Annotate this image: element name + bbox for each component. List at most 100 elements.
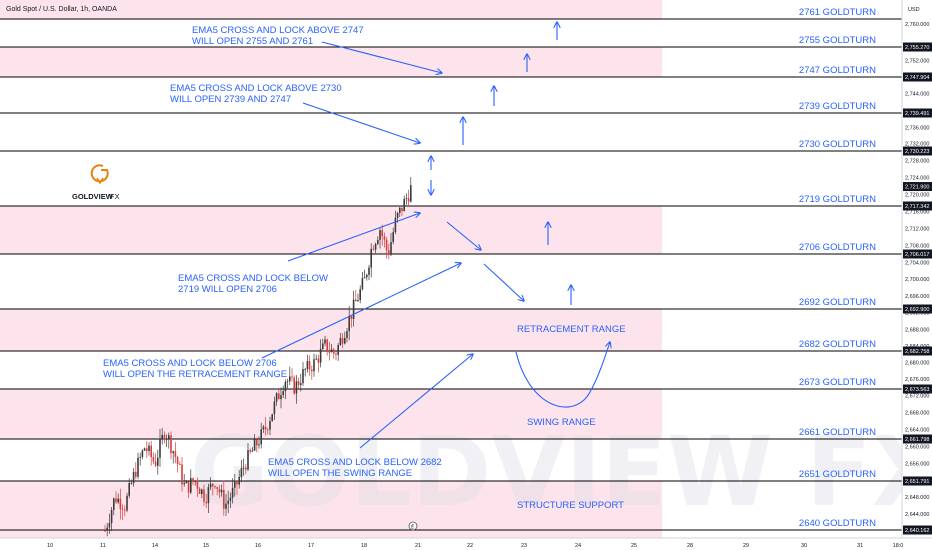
svg-text:2,747.904: 2,747.904: [905, 75, 929, 81]
structure-support-label: STRUCTURE SUPPORT: [517, 500, 624, 511]
candle-body: [388, 250, 390, 255]
event-marker-icon[interactable]: ₤: [408, 521, 418, 531]
candle-body: [399, 207, 401, 213]
candle-body: [234, 480, 236, 488]
level-label-5: 2719 GOLDTURN: [799, 194, 876, 205]
level-label-10: 2661 GOLDTURN: [799, 427, 876, 438]
candle-body: [286, 381, 289, 383]
candle-body: [196, 480, 199, 489]
time-axis[interactable]: 10 11 14 15 16 17 18 21 22 23 24 25 28 29 30 31 18:0: [0, 537, 932, 550]
candle-body: [410, 185, 412, 202]
watermark-text: GOLDVIEW FX: [190, 416, 932, 528]
svg-text:₤: ₤: [411, 525, 415, 531]
y-tick-24: 2,660.000: [905, 445, 929, 451]
svg-text:2,673.563: 2,673.563: [905, 387, 929, 393]
candle-body: [159, 438, 161, 458]
candle-body: [295, 381, 298, 394]
candle-body: [146, 448, 148, 452]
candle-body: [377, 239, 379, 245]
logo-name: GOLDVIEW: [72, 192, 114, 201]
y-tick-20: 2,676.000: [905, 377, 929, 383]
price-tag-9: 2,673.563: [903, 384, 932, 394]
candle-body: [218, 488, 221, 493]
candle-body: [223, 489, 225, 509]
candle-body: [275, 393, 278, 402]
candle-body: [106, 527, 108, 531]
y-tick-15: 2,696.000: [905, 294, 929, 300]
candle-body: [108, 522, 111, 528]
candlesticks: [104, 177, 412, 537]
candle-body: [319, 348, 322, 363]
candle-body: [240, 468, 243, 478]
candle-body: [207, 487, 210, 504]
candle-body: [374, 244, 377, 250]
candle-body: [324, 339, 326, 344]
candle-body: [370, 248, 372, 268]
candle-body: [117, 498, 119, 503]
y-tick-17: 2,688.000: [905, 327, 929, 333]
candle-body: [333, 349, 335, 354]
annotation-note-line: EMA5 CROSS AND LOCK BELOW: [178, 273, 328, 284]
candle-body: [335, 353, 337, 355]
candle-body: [346, 331, 348, 339]
price-tag-12: 2,640.162: [903, 525, 932, 535]
candle-body: [394, 217, 397, 233]
candle-body: [168, 435, 170, 439]
candle-body: [392, 232, 394, 243]
y-tick-0: 2,760.000: [905, 22, 929, 28]
candle-body: [242, 467, 245, 469]
price-axis[interactable]: USD 2,760.0002,752.0002,748.0002,744.000…: [901, 0, 932, 538]
candle-body: [269, 421, 271, 430]
level-labels: 2761 GOLDTURN 2755 GOLDTURN 2747 GOLDTURN 2…: [799, 7, 876, 529]
zone-band-4: [0, 389, 662, 439]
x-tick-2: 14: [152, 543, 158, 549]
annotation-note-line: WILL OPEN 2755 AND 2761: [192, 36, 313, 47]
zone-band-3: [0, 309, 662, 351]
svg-text:2,661.798: 2,661.798: [905, 437, 929, 443]
candle-body: [273, 401, 276, 415]
candle-body: [187, 481, 190, 493]
level-label-2: 2747 GOLDTURN: [799, 65, 876, 76]
candle-body: [348, 316, 350, 332]
x-tick-11: 25: [631, 543, 637, 549]
annotation-note-line: EMA5 CROSS AND LOCK BELOW 2706: [103, 358, 277, 369]
x-tick-14: 30: [801, 543, 807, 549]
candle-body: [264, 426, 267, 430]
price-tag-4: 2,730.223: [903, 146, 932, 156]
candle-body: [174, 451, 177, 458]
level-label-0: 2761 GOLDTURN: [799, 7, 876, 18]
x-tick-9: 23: [521, 543, 527, 549]
candle-body: [128, 483, 130, 496]
candle-body: [143, 448, 146, 451]
candle-body: [176, 457, 179, 465]
candle-body: [361, 278, 364, 290]
zone-band-0: [0, 0, 662, 19]
level-label-8: 2682 GOLDTURN: [799, 339, 876, 350]
candle-body: [280, 395, 282, 400]
candle-body: [209, 483, 212, 488]
candle-body: [326, 339, 328, 352]
swing-range-label: SWING RANGE: [527, 417, 596, 428]
svg-text:2,730.223: 2,730.223: [905, 149, 929, 155]
candle-body: [205, 501, 207, 504]
y-tick-3: 2,744.000: [905, 92, 929, 98]
y-tick-23: 2,664.000: [905, 428, 929, 434]
candle-body: [161, 434, 163, 439]
x-tick-labels: 10 11 14 15 16 17 18 21 22 23 24 25 28 29 30 31 18:0: [47, 543, 903, 549]
candle-body: [227, 500, 229, 504]
candle-body: [157, 457, 159, 466]
candle-body: [304, 369, 306, 370]
arrow-note-1: [321, 41, 442, 73]
y-tick-5: 2,736.000: [905, 125, 929, 131]
candle-body: [357, 300, 359, 302]
svg-text:2,692.900: 2,692.900: [905, 307, 929, 313]
candle-body: [231, 487, 234, 498]
candle-body: [172, 451, 174, 454]
candle-body: [165, 438, 168, 440]
price-tag-1: 2,755.270: [903, 42, 932, 52]
x-tick-7: 21: [415, 543, 421, 549]
arrow-note-5: [359, 354, 473, 449]
